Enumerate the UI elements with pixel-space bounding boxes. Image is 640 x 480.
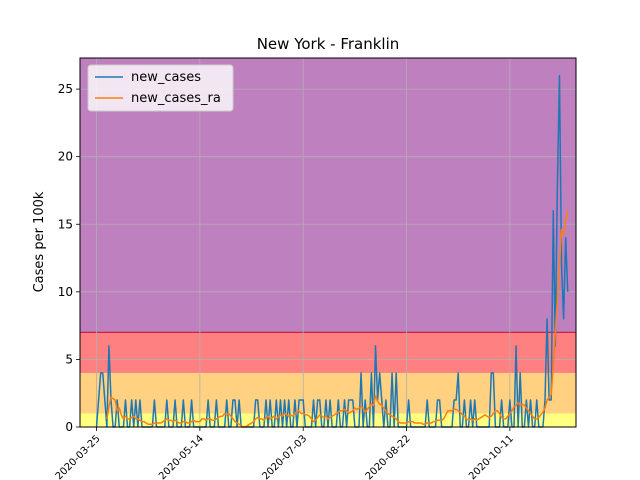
y-tick-label: 20 [58, 150, 73, 164]
risk-band-2 [80, 332, 576, 373]
x-tick-label: 2020-08-22 [364, 433, 413, 480]
y-tick-label: 0 [65, 420, 73, 434]
legend-label-new-cases: new_cases [131, 70, 201, 85]
x-tick-label: 2020-05-14 [157, 433, 206, 480]
x-tick-label: 2020-07-03 [260, 433, 309, 480]
x-axis-ticks: 2020-03-25 2020-05-14 2020-07-03 2020-08-22… [54, 427, 516, 480]
y-axis-ticks: 0 5 10 15 20 25 [58, 82, 80, 434]
series-line-new-cases-ra [106, 210, 569, 428]
legend-label-new-cases-ra: new_cases_ra [131, 91, 221, 106]
chart-title: New York - Franklin [257, 35, 400, 53]
risk-bands [80, 58, 576, 427]
y-axis-label: Cases per 100k [32, 191, 47, 292]
plot-frame [79, 57, 577, 428]
legend: new_cases new_cases_ra [87, 64, 234, 112]
y-tick-label: 15 [58, 217, 73, 231]
x-tick-label: 2020-03-25 [54, 433, 103, 480]
y-tick-label: 10 [58, 285, 73, 299]
legend-box [87, 64, 234, 112]
x-tick-label: 2020-10-11 [467, 433, 516, 480]
y-tick-label: 5 [65, 352, 73, 366]
y-tick-label: 25 [58, 82, 73, 96]
